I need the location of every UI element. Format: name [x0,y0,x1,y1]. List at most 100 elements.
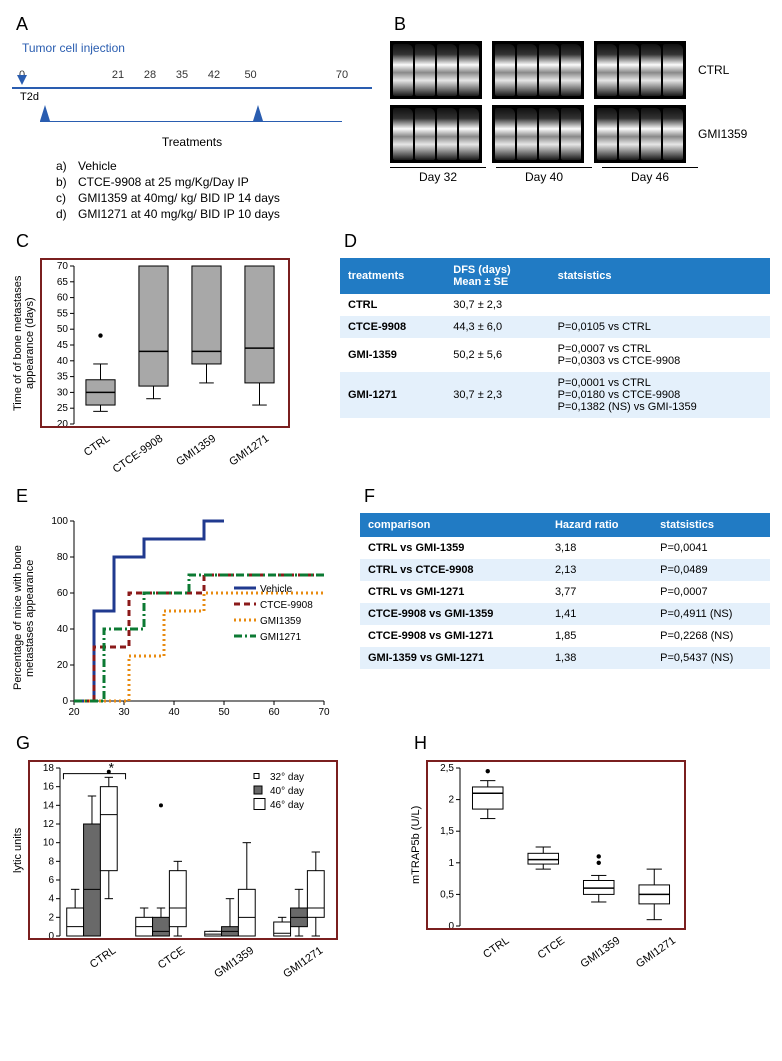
svg-text:0: 0 [448,921,454,930]
h-ylabel: mTRAP5b (U/L) [410,760,422,930]
g-ylabel: lytic units [12,760,24,940]
xray-row-label: CTRL [698,63,729,77]
svg-text:0: 0 [62,696,68,707]
panel-a: A Tumor cell injection 0212835425070T2dT… [12,12,372,223]
xray-image [437,108,457,160]
table-row: CTCE-9908 vs GMI-12711,85P=0,2268 (NS) [360,625,770,647]
svg-text:100: 100 [51,516,68,527]
svg-text:20: 20 [57,660,69,671]
svg-text:6: 6 [48,875,54,886]
table-cell: CTCE-9908 vs GMI-1271 [360,625,547,647]
a-treatment-item: c)GMI1359 at 40mg/ kg/ BID IP 14 days [56,191,372,205]
xray-image [561,44,581,96]
xray-image [597,44,617,96]
svg-text:Vehicle: Vehicle [260,584,293,595]
g-xaxis: CTRLCTCEGMI1359GMI1271 [12,940,362,984]
table-row: GMI-1359 vs GMI-12711,38P=0,5437 (NS) [360,647,770,669]
svg-text:18: 18 [43,763,55,774]
xray-image [561,108,581,160]
xray-image [459,108,479,160]
svg-text:50: 50 [218,707,230,718]
svg-text:60: 60 [57,588,69,599]
table-cell: 1,85 [547,625,652,647]
table-row: CTCE-990844,3 ± 6,0P=0,0105 vs CTRL [340,316,770,338]
svg-text:10: 10 [43,838,55,849]
timeline-tick: 70 [336,69,348,81]
a-treatments-list: a)Vehicle b)CTCE-9908 at 25 mg/Kg/Day IP c… [12,159,372,221]
svg-text:12: 12 [43,819,55,830]
svg-text:30: 30 [57,387,69,398]
svg-text:CTCE: CTCE [156,945,187,972]
xray-image [663,44,683,96]
a-treatment-item: a)Vehicle [56,159,372,173]
panel-f-label: F [364,486,770,507]
table-cell: CTCE-9908 vs GMI-1359 [360,603,547,625]
h-chart: 00,511,522,5 [426,760,686,930]
svg-text:30: 30 [118,707,130,718]
svg-text:CTRL: CTRL [88,945,118,971]
xray-image [663,108,683,160]
xray-row-label: GMI1359 [698,127,747,141]
svg-text:20: 20 [68,707,80,718]
svg-text:60: 60 [268,707,280,718]
svg-text:0: 0 [48,931,54,940]
panel-g-label: G [16,733,372,754]
svg-text:14: 14 [43,800,55,811]
table-header: comparison [360,513,547,537]
xray-image [437,44,457,96]
a-treatment-item: d)GMI1271 at 40 mg/kg/ BID IP 10 days [56,207,372,221]
table-cell: 44,3 ± 6,0 [445,316,549,338]
table-header: statsistics [550,258,770,294]
svg-text:40: 40 [168,707,180,718]
svg-text:55: 55 [57,308,69,319]
svg-text:0,5: 0,5 [440,889,454,900]
svg-text:CTCE: CTCE [536,935,567,962]
table-row: CTRL30,7 ± 2,3 [340,294,770,316]
table-cell: P=0,2268 (NS) [652,625,770,647]
svg-text:2: 2 [48,912,54,923]
table-cell: CTRL vs GMI-1271 [360,581,547,603]
panel-b-label: B [394,14,760,35]
table-header: treatments [340,258,445,294]
table-cell: P=0,0105 vs CTRL [550,316,770,338]
a-timeline: 0212835425070T2dTreatments [12,59,372,153]
svg-text:40° day: 40° day [270,786,304,797]
table-cell: 1,41 [547,603,652,625]
svg-text:GMI1359: GMI1359 [260,616,302,627]
timeline-tick: 21 [112,69,124,81]
panel-h-label: H [414,733,740,754]
panel-b: B CTRLGMI1359 Day 32Day 40Day 46 [390,12,760,223]
table-cell: 30,7 ± 2,3 [445,294,549,316]
table-cell: 50,2 ± 5,6 [445,338,549,372]
svg-text:2: 2 [448,795,454,806]
table-header: statsistics [652,513,770,537]
table-cell: CTRL vs CTCE-9908 [360,559,547,581]
xray-image [517,44,537,96]
svg-text:1: 1 [448,858,454,869]
table-row: CTCE-9908 vs GMI-13591,41P=0,4911 (NS) [360,603,770,625]
table-row: GMI-135950,2 ± 5,6P=0,0007 vs CTRLP=0,03… [340,338,770,372]
panel-c: C Time of of bone metastases appearance … [12,229,322,476]
svg-text:GMI1359: GMI1359 [174,433,218,469]
table-cell: P=0,0489 [652,559,770,581]
xray-image [619,108,639,160]
table-cell: 3,18 [547,537,652,559]
a-treatment-item: b)CTCE-9908 at 25 mg/Kg/Day IP [56,175,372,189]
svg-text:2,5: 2,5 [440,763,454,774]
table-cell: P=0,0007 vs CTRLP=0,0303 vs CTCE-9908 [550,338,770,372]
table-header: DFS (days)Mean ± SE [445,258,549,294]
svg-text:65: 65 [57,277,69,288]
table-cell [550,294,770,316]
panel-d-label: D [344,231,770,252]
svg-text:25: 25 [57,403,69,414]
xray-image [495,108,515,160]
timeline-tick: 50 [244,69,256,81]
xray-day-label: Day 46 [602,167,698,184]
svg-text:GMI1271: GMI1271 [634,935,678,971]
timeline-tick: 42 [208,69,220,81]
table-cell: CTCE-9908 [340,316,445,338]
g-chart: 024681012141618*32° day40° day46° day [28,760,338,940]
svg-text:16: 16 [43,782,55,793]
table-cell: P=0,0007 [652,581,770,603]
svg-text:CTCE-9908: CTCE-9908 [111,433,165,476]
